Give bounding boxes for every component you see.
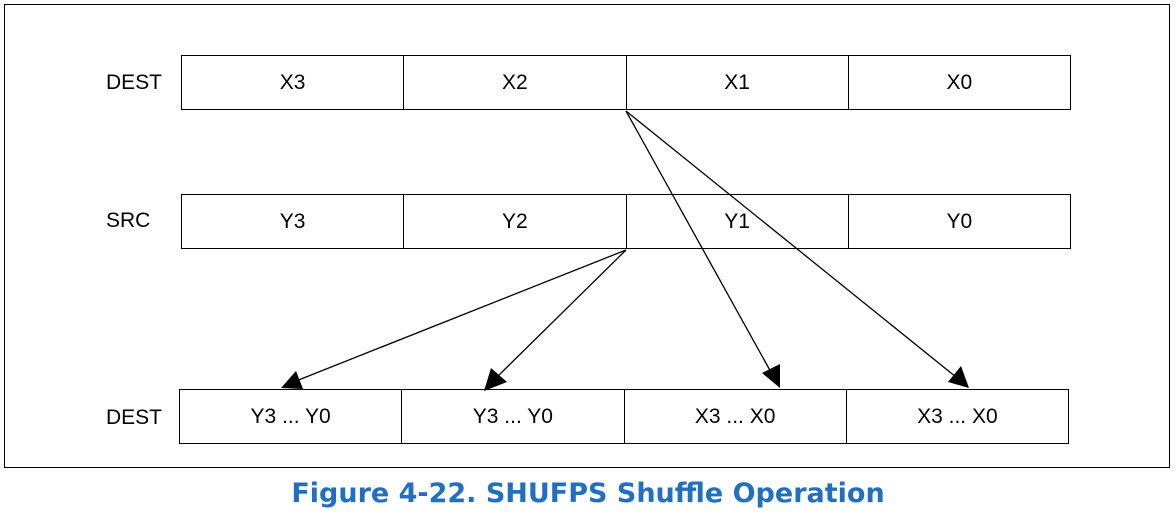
result-cell-3: Y3 ... Y0 [250,404,331,428]
src-cell-y3: Y3 [279,209,306,233]
src-row-label: SRC [106,209,151,232]
dest-cell-x1: X1 [625,56,848,109]
figure-caption: Figure 4-22. SHUFPS Shuffle Operation [291,478,885,509]
dest-register: X3 X2 X1 X0 [181,55,1071,110]
dest-cell-x2: X2 [403,56,625,109]
result-cell-1: X3 ... X0 [623,390,846,443]
result-cell-0: X3 ... X0 [845,390,1068,443]
dest-cell-x0: X0 [847,56,1070,109]
src-cell-y1: Y1 [625,195,848,248]
dest-row-label: DEST [106,71,163,94]
diagram-frame [4,4,1170,468]
result-cell-2: Y3 ... Y0 [401,390,623,443]
src-cell-y2: Y2 [403,195,625,248]
src-cell-y0: Y0 [847,195,1070,248]
result-row-label: DEST [106,406,163,429]
dest-cell-x3: X3 [279,70,306,94]
result-register: Y3 ... Y0 Y3 ... Y0 X3 ... X0 X3 ... X0 [179,389,1069,444]
src-register: Y3 Y2 Y1 Y0 [181,194,1071,249]
